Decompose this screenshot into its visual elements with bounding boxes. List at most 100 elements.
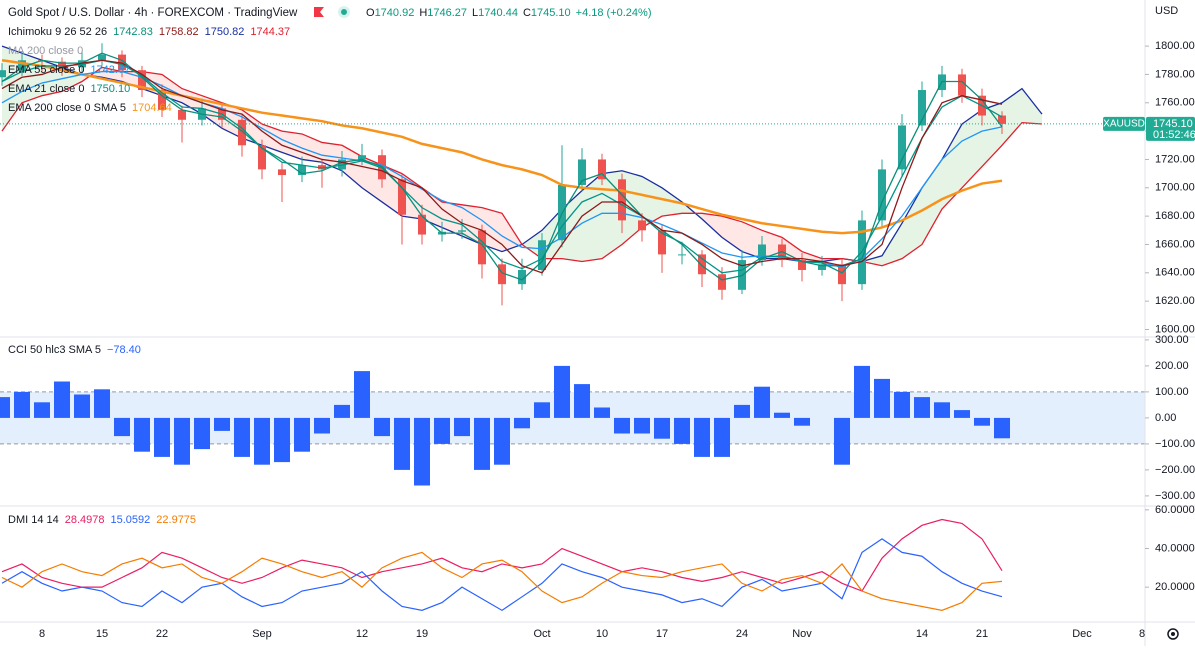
cci-bar bbox=[0, 397, 10, 418]
price-tag bbox=[1146, 116, 1195, 141]
cci-bar bbox=[654, 417, 670, 439]
cci-bar bbox=[14, 391, 30, 418]
ohlc-label: C bbox=[523, 7, 531, 19]
cci-bar bbox=[954, 410, 970, 418]
cci-bar bbox=[274, 417, 290, 463]
cci-bar bbox=[934, 402, 950, 418]
ichimoku-lead-line bbox=[1, 66, 1043, 267]
x-tick-label: 19 bbox=[416, 628, 428, 640]
cci-bar bbox=[614, 417, 630, 434]
candle-body bbox=[278, 169, 286, 176]
cci-bar bbox=[974, 417, 990, 426]
legend-value: 22.9775 bbox=[156, 514, 196, 526]
cci-bar bbox=[194, 417, 210, 450]
y-tick-label: 1680.00 bbox=[1155, 210, 1195, 222]
indicator-line bbox=[1, 59, 1003, 235]
candle-body bbox=[0, 70, 6, 78]
legend-row: EMA 200 close 0 SMA 5 1704.64 bbox=[8, 102, 172, 114]
cci-bar bbox=[394, 417, 410, 470]
x-tick-label: Oct bbox=[533, 628, 550, 640]
y-tick-label: 1780.00 bbox=[1155, 68, 1195, 80]
y-tick-label: −300.00 bbox=[1155, 490, 1195, 502]
indicator-line bbox=[1, 52, 1003, 281]
indicator-line bbox=[1, 59, 1003, 274]
candle-body bbox=[918, 90, 926, 126]
candle-body bbox=[238, 119, 246, 146]
legend-row: Ichimoku 9 26 52 26 1742.83 1758.82 1750.82… bbox=[8, 26, 290, 38]
dmi-line bbox=[1, 538, 1003, 612]
legend-name: CCI 50 hlc3 SMA 5 bbox=[8, 344, 101, 356]
cci-bar bbox=[734, 404, 750, 418]
cci-bar bbox=[534, 402, 550, 418]
candle-body bbox=[458, 230, 466, 232]
cloud-segment bbox=[302, 133, 322, 163]
legend-row: CCI 50 hlc3 SMA 5 −78.40 bbox=[8, 344, 141, 356]
y-tick-label: 1720.00 bbox=[1155, 153, 1195, 165]
candle-body bbox=[538, 240, 546, 270]
y-tick-label: −100.00 bbox=[1155, 438, 1195, 450]
x-tick-label: 8 bbox=[39, 628, 45, 640]
plot-layer bbox=[0, 43, 1145, 612]
candle-body bbox=[898, 125, 906, 170]
x-tick-label: Dec bbox=[1072, 628, 1092, 640]
legend-name: DMI 14 14 bbox=[8, 514, 59, 526]
candle-body bbox=[598, 159, 606, 180]
candle-body bbox=[818, 264, 826, 270]
cci-bar bbox=[234, 417, 250, 457]
cloud-segment bbox=[602, 170, 622, 259]
legend-name: EMA 200 close 0 SMA 5 bbox=[8, 102, 126, 114]
legend-value: 1750.10 bbox=[90, 83, 130, 95]
cci-bar bbox=[514, 417, 530, 429]
cci-bar bbox=[914, 397, 930, 418]
candle-body bbox=[78, 60, 86, 68]
x-tick-label: 17 bbox=[656, 628, 668, 640]
cci-bar bbox=[414, 417, 430, 486]
cci-bar bbox=[34, 402, 50, 418]
candle-body bbox=[398, 179, 406, 215]
cci-bar bbox=[674, 417, 690, 444]
cloud-segment bbox=[342, 145, 362, 188]
y-tick-label: −200.00 bbox=[1155, 464, 1195, 476]
symbol-tag bbox=[1103, 116, 1145, 131]
dmi-line bbox=[1, 518, 1003, 592]
cloud-segment bbox=[762, 230, 782, 259]
pane bbox=[0, 43, 1145, 306]
cloud-segment bbox=[502, 213, 522, 252]
currency: USD bbox=[1155, 5, 1178, 17]
x-tick-label: Nov bbox=[792, 628, 812, 640]
legend-value: 1742.67 bbox=[90, 64, 130, 76]
legend-row: DMI 14 14 28.4978 15.0592 22.9775 bbox=[8, 514, 196, 526]
cci-bar bbox=[154, 417, 170, 457]
settings-button[interactable] bbox=[1167, 628, 1179, 640]
candle-body bbox=[58, 61, 66, 68]
x-tick-label: 24 bbox=[736, 628, 748, 640]
candle-body bbox=[658, 230, 666, 255]
flag-icon[interactable] bbox=[314, 7, 324, 17]
dmi-line bbox=[1, 551, 1003, 611]
legend-value: 1704.64 bbox=[132, 102, 172, 114]
cci-bar bbox=[794, 417, 810, 426]
countdown: 01:52:46 bbox=[1153, 129, 1195, 141]
y-tick-label: 60.0000 bbox=[1155, 504, 1195, 516]
candle-body bbox=[838, 264, 846, 285]
cloud-segment bbox=[902, 187, 922, 259]
cci-bar bbox=[854, 365, 870, 418]
symbol-title: Gold Spot / U.S. Dollar · 4h · FOREXCOM … bbox=[8, 7, 298, 19]
cci-bar bbox=[994, 417, 1010, 439]
x-tick-label: Sep bbox=[252, 628, 272, 640]
cloud-segment bbox=[422, 187, 442, 228]
candle-body bbox=[518, 269, 526, 285]
y-tick-label: 20.0000 bbox=[1155, 581, 1195, 593]
cloud-segment bbox=[782, 237, 802, 262]
candle-body bbox=[498, 264, 506, 285]
cloud-segment bbox=[962, 109, 982, 188]
legend-value: −78.40 bbox=[107, 344, 141, 356]
ohlc-label: O bbox=[366, 7, 375, 19]
legend-row: MA 200 close 0 bbox=[8, 45, 83, 57]
cloud-segment bbox=[882, 223, 902, 266]
cloud-segment bbox=[742, 221, 762, 259]
cci-bar bbox=[94, 389, 110, 418]
cci-bar bbox=[54, 381, 70, 418]
x-tick-label: 15 bbox=[96, 628, 108, 640]
candle-body bbox=[98, 54, 106, 61]
